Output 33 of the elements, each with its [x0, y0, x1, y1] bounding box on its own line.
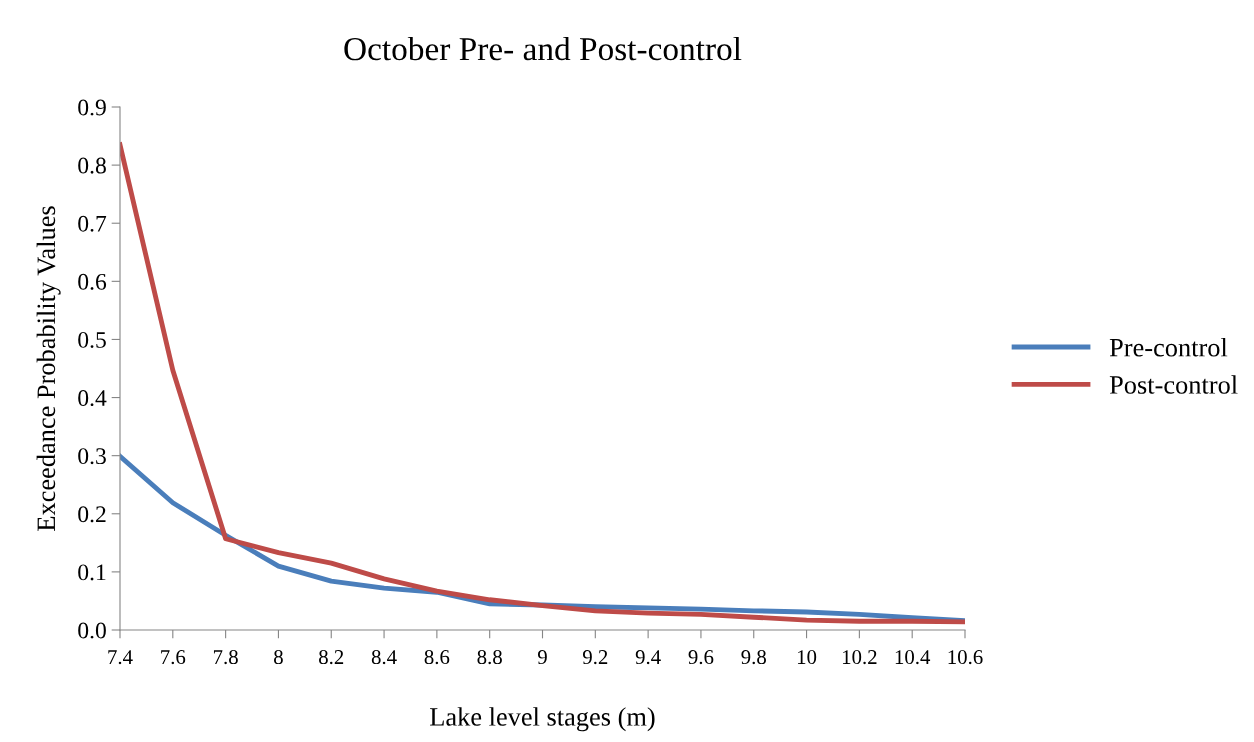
legend-label: Pre-control [1109, 337, 1228, 357]
x-axis-title: Lake level stages (m) [430, 707, 655, 732]
x-tick-label: 7.8 [213, 650, 238, 665]
x-tick-label: 8.2 [319, 650, 344, 665]
y-tick-label: 0.3 [78, 448, 106, 465]
chart-title: October Pre- and Post-control [344, 36, 742, 61]
legend-label: Post-control [1109, 375, 1238, 394]
x-tick-label: 10.6 [948, 650, 983, 665]
y-tick-label: 0.4 [78, 390, 107, 407]
y-tick-label: 0.2 [78, 506, 106, 523]
x-tick-label: 7.6 [161, 650, 186, 665]
x-tick-label: 10 [797, 650, 817, 665]
x-tick-label: 7.4 [108, 650, 133, 665]
y-axis-title: Exceedance Probability Values [36, 206, 61, 531]
x-tick-label: 9.6 [688, 650, 714, 665]
x-tick-label: 8.4 [371, 650, 397, 665]
y-tick-label: 0.7 [78, 215, 107, 232]
x-tick-label: 10.4 [895, 650, 931, 665]
y-tick-label: 0.1 [78, 564, 106, 581]
x-tick-label: 9.2 [582, 650, 608, 665]
line-series [120, 142, 965, 625]
x-tick-label: 9 [537, 650, 547, 665]
y-tick-label: 0.8 [78, 157, 106, 174]
y-tick-label: 0.0 [78, 622, 106, 639]
x-tick-label: 8 [274, 650, 283, 665]
y-tick-label: 0.5 [78, 331, 106, 348]
y-tick-label: 0.9 [78, 99, 106, 116]
x-tick-label: 9.8 [741, 650, 766, 665]
x-tick-label: 9.4 [635, 650, 661, 665]
x-tick-label: 8.8 [477, 650, 502, 665]
y-tick-label: 0.6 [78, 273, 107, 290]
x-tick-label: 8.6 [424, 650, 450, 665]
x-tick-label: 10.2 [842, 650, 877, 665]
